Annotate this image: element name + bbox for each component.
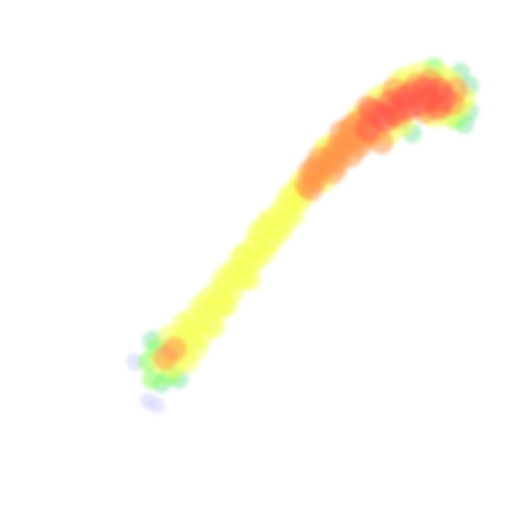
- data-point: [148, 396, 166, 414]
- data-point: [428, 84, 457, 113]
- data-point: [193, 298, 218, 323]
- data-point: [250, 242, 275, 266]
- density-points: [126, 57, 480, 414]
- data-point: [188, 324, 213, 348]
- data-point: [210, 268, 235, 292]
- data-point: [162, 336, 187, 362]
- data-point: [142, 369, 163, 390]
- data-point: [406, 88, 435, 117]
